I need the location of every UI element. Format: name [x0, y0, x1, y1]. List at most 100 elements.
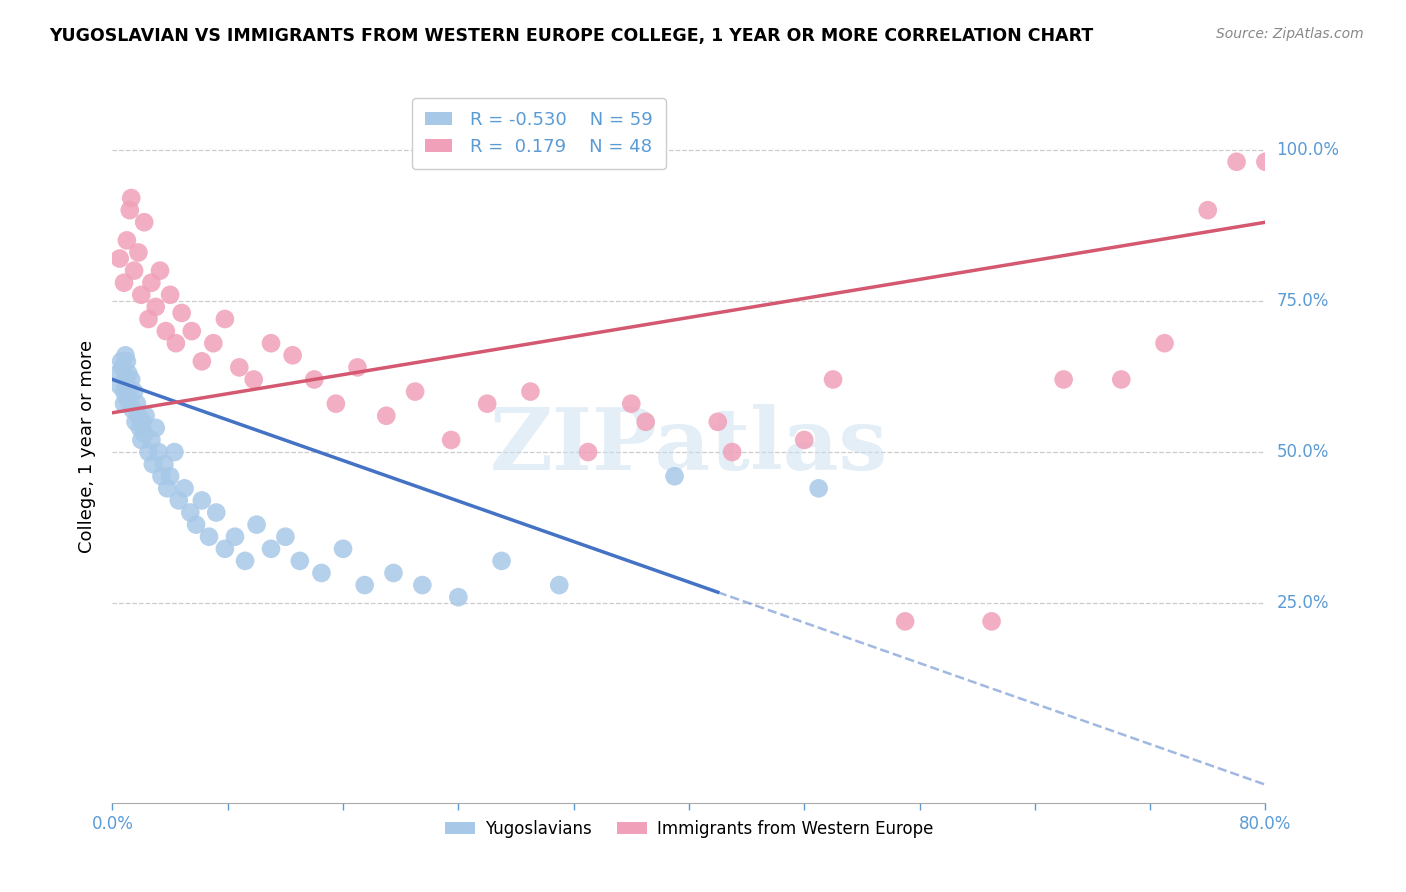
- Point: [141, 433, 163, 447]
- Point: [153, 457, 176, 471]
- Text: YUGOSLAVIAN VS IMMIGRANTS FROM WESTERN EUROPE COLLEGE, 1 YEAR OR MORE CORRELATIO: YUGOSLAVIAN VS IMMIGRANTS FROM WESTERN E…: [49, 27, 1094, 45]
- Point: [149, 263, 172, 277]
- Point: [233, 554, 256, 568]
- Point: [198, 530, 221, 544]
- Point: [111, 360, 134, 375]
- Point: [129, 288, 153, 302]
- Point: [134, 215, 156, 229]
- Point: [202, 336, 225, 351]
- Point: [117, 367, 139, 381]
- Point: [124, 415, 146, 429]
- Point: [145, 300, 167, 314]
- Point: [127, 245, 149, 260]
- Point: [156, 481, 179, 495]
- Point: [807, 481, 830, 495]
- Point: [304, 372, 326, 386]
- Point: [440, 433, 463, 447]
- Point: [167, 493, 190, 508]
- Point: [118, 203, 141, 218]
- Point: [620, 397, 643, 411]
- Point: [821, 372, 844, 386]
- Text: Source: ZipAtlas.com: Source: ZipAtlas.com: [1216, 27, 1364, 41]
- Point: [120, 191, 142, 205]
- Text: ZIPatlas: ZIPatlas: [489, 404, 889, 488]
- Point: [664, 469, 686, 483]
- Point: [112, 384, 135, 399]
- Point: [122, 263, 145, 277]
- Point: [108, 378, 131, 392]
- Point: [281, 348, 304, 362]
- Point: [145, 421, 167, 435]
- Point: [170, 306, 193, 320]
- Point: [114, 348, 136, 362]
- Text: 50.0%: 50.0%: [1277, 443, 1329, 461]
- Point: [129, 433, 153, 447]
- Point: [134, 426, 156, 441]
- Point: [519, 384, 541, 399]
- Point: [491, 554, 513, 568]
- Point: [155, 324, 177, 338]
- Point: [141, 276, 163, 290]
- Point: [108, 252, 131, 266]
- Point: [138, 445, 160, 459]
- Y-axis label: College, 1 year or more: College, 1 year or more: [77, 340, 96, 552]
- Text: 75.0%: 75.0%: [1277, 292, 1329, 310]
- Point: [1053, 372, 1076, 386]
- Point: [634, 415, 657, 429]
- Point: [132, 415, 155, 429]
- Point: [179, 506, 201, 520]
- Point: [138, 312, 160, 326]
- Point: [404, 384, 426, 399]
- Point: [163, 445, 186, 459]
- Text: 100.0%: 100.0%: [1277, 141, 1340, 159]
- Point: [346, 360, 368, 375]
- Point: [112, 397, 135, 411]
- Point: [1197, 203, 1219, 218]
- Point: [576, 445, 599, 459]
- Point: [288, 554, 311, 568]
- Point: [246, 517, 269, 532]
- Point: [150, 469, 173, 483]
- Point: [242, 372, 264, 386]
- Point: [127, 409, 149, 423]
- Point: [115, 233, 138, 247]
- Point: [118, 397, 141, 411]
- Point: [894, 615, 917, 629]
- Point: [159, 469, 181, 483]
- Point: [214, 541, 236, 556]
- Point: [107, 367, 129, 381]
- Point: [180, 324, 202, 338]
- Point: [260, 336, 283, 351]
- Point: [332, 541, 354, 556]
- Point: [142, 457, 165, 471]
- Point: [184, 517, 207, 532]
- Point: [125, 397, 148, 411]
- Point: [191, 493, 214, 508]
- Point: [128, 421, 150, 435]
- Point: [135, 409, 157, 423]
- Point: [475, 397, 499, 411]
- Point: [122, 384, 145, 399]
- Point: [411, 578, 433, 592]
- Point: [120, 372, 142, 386]
- Point: [115, 378, 138, 392]
- Point: [707, 415, 730, 429]
- Point: [1111, 372, 1133, 386]
- Point: [114, 372, 136, 386]
- Point: [205, 506, 228, 520]
- Point: [148, 445, 170, 459]
- Point: [260, 541, 283, 556]
- Point: [117, 384, 139, 399]
- Point: [793, 433, 815, 447]
- Point: [1254, 154, 1277, 169]
- Point: [980, 615, 1002, 629]
- Point: [447, 590, 470, 604]
- Point: [721, 445, 744, 459]
- Point: [311, 566, 333, 580]
- Point: [214, 312, 236, 326]
- Point: [112, 276, 135, 290]
- Point: [191, 354, 214, 368]
- Point: [173, 481, 195, 495]
- Text: 25.0%: 25.0%: [1277, 594, 1329, 612]
- Legend: Yugoslavians, Immigrants from Western Europe: Yugoslavians, Immigrants from Western Eu…: [439, 814, 939, 845]
